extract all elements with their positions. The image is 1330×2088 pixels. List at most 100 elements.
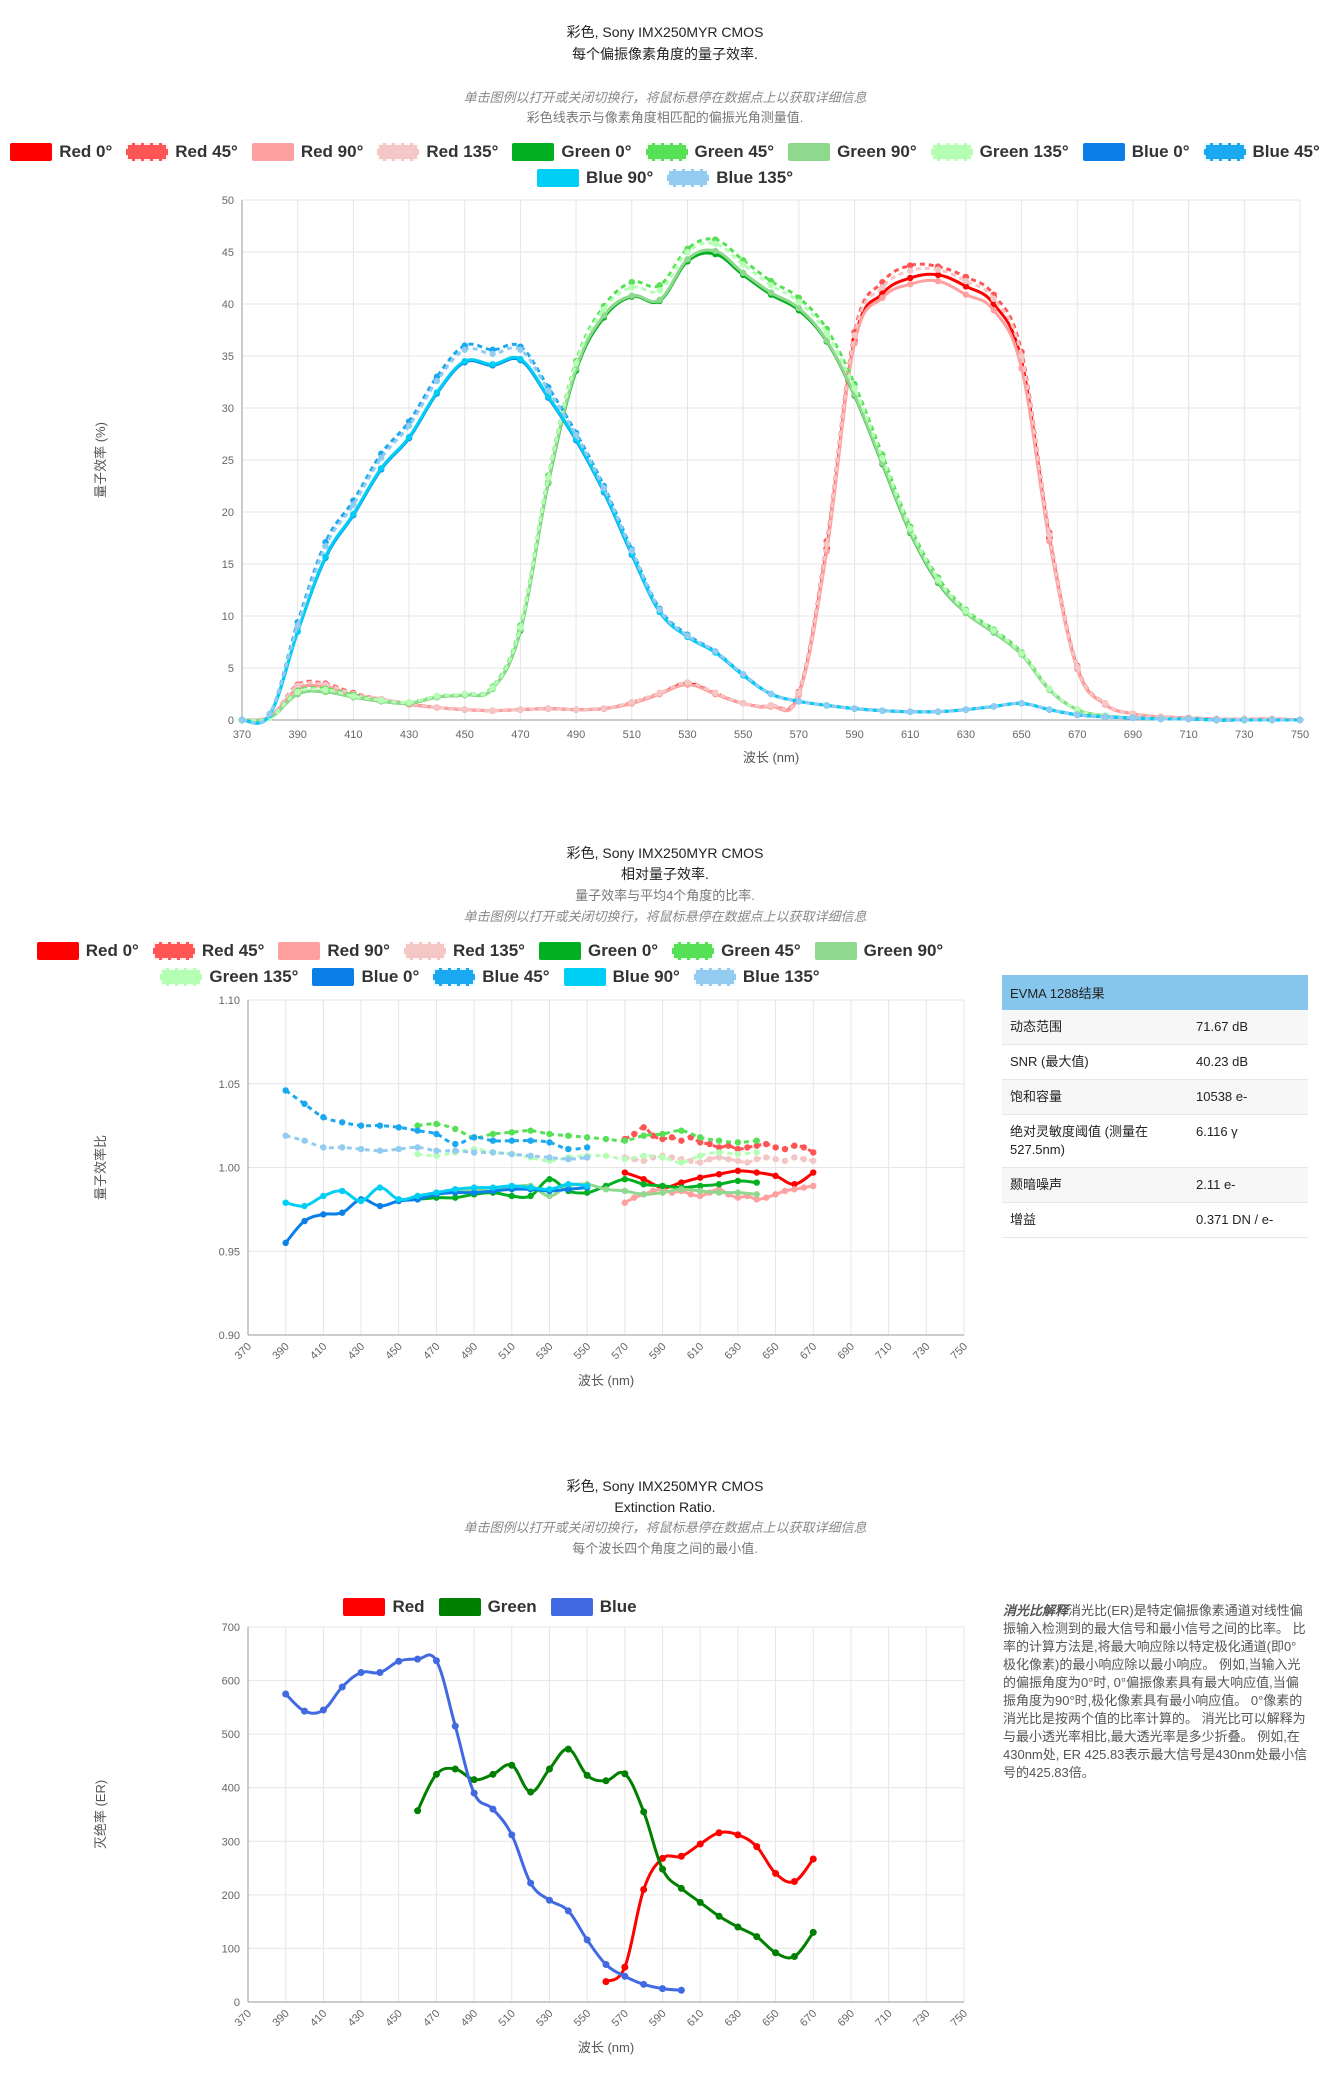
data-point bbox=[879, 454, 886, 462]
data-point bbox=[294, 682, 301, 689]
series-line-green bbox=[416, 1747, 815, 1960]
data-point bbox=[489, 1770, 497, 1778]
legend-item-red-0[interactable]: Red 0° bbox=[10, 142, 112, 162]
legend-item-red-45[interactable]: Red 45° bbox=[126, 142, 238, 162]
legend-item-green-135[interactable]: Green 135° bbox=[930, 142, 1069, 162]
data-point bbox=[1241, 716, 1248, 724]
data-point bbox=[546, 1130, 553, 1138]
data-point bbox=[684, 256, 691, 263]
legend-item-green-90[interactable]: Green 90° bbox=[814, 941, 943, 961]
series-line-green-0 bbox=[241, 251, 1300, 723]
data-point bbox=[319, 1706, 327, 1714]
data-point bbox=[301, 1707, 309, 1715]
legend-item-green-135[interactable]: Green 135° bbox=[160, 967, 298, 987]
data-point bbox=[772, 1949, 780, 1957]
data-point bbox=[433, 1147, 440, 1154]
series-line-green-135 bbox=[241, 241, 1300, 723]
legend-swatch bbox=[512, 143, 555, 161]
data-point bbox=[677, 1986, 685, 1994]
y-tick-label: 15 bbox=[222, 559, 234, 571]
data-point bbox=[696, 1898, 704, 1906]
legend-item-red-135[interactable]: Red 135° bbox=[377, 142, 498, 162]
legend-item-blue-90[interactable]: Blue 90° bbox=[563, 967, 680, 987]
y-tick-label: 45 bbox=[222, 247, 234, 259]
legend-item-blue-90[interactable]: Blue 90° bbox=[536, 168, 653, 188]
data-point bbox=[990, 295, 997, 302]
data-point bbox=[962, 607, 970, 614]
data-point bbox=[640, 1980, 648, 1988]
data-point bbox=[339, 1119, 346, 1126]
series-red bbox=[602, 1829, 817, 1986]
x-tick-label: 690 bbox=[1124, 729, 1142, 741]
x-tick-label: 430 bbox=[400, 729, 418, 741]
data-point bbox=[990, 703, 997, 710]
legend-item-red-45[interactable]: Red 45° bbox=[152, 941, 264, 961]
data-point bbox=[628, 284, 635, 291]
chart1-title: 彩色, Sony IMX250MYR CMOS bbox=[566, 24, 764, 40]
legend-label: Blue 45° bbox=[482, 967, 550, 986]
data-point bbox=[282, 1239, 289, 1247]
legend-item-red-135[interactable]: Red 135° bbox=[403, 941, 525, 961]
data-point bbox=[934, 708, 942, 715]
data-point bbox=[706, 1140, 713, 1148]
legend-swatch bbox=[251, 143, 294, 161]
data-point bbox=[395, 1124, 402, 1131]
data-point bbox=[602, 1186, 610, 1193]
data-point bbox=[489, 361, 496, 368]
legend-swatch bbox=[152, 942, 195, 960]
x-tick-label: 710 bbox=[873, 1341, 894, 1362]
legend-item-green-0[interactable]: Green 0° bbox=[538, 941, 658, 961]
legend-item-red-90[interactable]: Red 90° bbox=[278, 941, 390, 961]
x-tick-label: 670 bbox=[798, 2008, 819, 2029]
data-point bbox=[790, 1952, 798, 1960]
legend-item-blue-135[interactable]: Blue 135° bbox=[693, 967, 820, 987]
data-point bbox=[697, 1192, 704, 1200]
data-point bbox=[621, 1770, 629, 1778]
legend-item-blue-45[interactable]: Blue 45° bbox=[1203, 142, 1320, 162]
chart3-title: 彩色, Sony IMX250MYR CMOS bbox=[566, 1478, 764, 1494]
x-tick-label: 630 bbox=[723, 2008, 744, 2029]
data-point bbox=[1018, 352, 1025, 360]
data-point bbox=[706, 1155, 713, 1163]
data-point bbox=[810, 1157, 817, 1164]
legend-item-blue-0[interactable]: Blue 0° bbox=[1082, 142, 1190, 162]
chart1-plot: 370 390 410 430 450 470 490 510 530 550 570 590 610 6… bbox=[93, 195, 1309, 765]
data-point bbox=[433, 1130, 440, 1138]
data-point bbox=[772, 1869, 780, 1877]
data-point bbox=[621, 1199, 629, 1206]
legend-item-red-90[interactable]: Red 90° bbox=[251, 142, 363, 162]
legend-item-green-45[interactable]: Green 45° bbox=[645, 142, 774, 162]
legend-item-red[interactable]: Red bbox=[343, 1597, 425, 1617]
y-axis-label: 量子效率比 bbox=[93, 1135, 108, 1200]
legend-item-green-90[interactable]: Green 90° bbox=[788, 142, 917, 162]
legend-item-green-45[interactable]: Green 45° bbox=[672, 941, 801, 961]
data-point bbox=[962, 291, 970, 298]
data-point bbox=[907, 281, 914, 288]
data-point bbox=[684, 632, 691, 639]
data-point bbox=[668, 1134, 676, 1141]
data-point bbox=[545, 387, 552, 394]
data-point bbox=[962, 283, 970, 290]
legend-item-blue-135[interactable]: Blue 135° bbox=[667, 168, 793, 188]
legend-item-blue-45[interactable]: Blue 45° bbox=[433, 967, 550, 987]
data-point bbox=[357, 1145, 365, 1153]
data-point bbox=[810, 1149, 817, 1156]
legend-item-green-0[interactable]: Green 0° bbox=[512, 142, 632, 162]
data-point bbox=[489, 1137, 497, 1144]
x-tick-label: 690 bbox=[836, 2008, 857, 2029]
series-blue-90 bbox=[282, 1181, 591, 1210]
data-point bbox=[527, 1184, 534, 1191]
data-point bbox=[527, 1152, 534, 1159]
chart2-plot: 370 390 410 430 450 470 490 510 530 550 570 590 610 6… bbox=[93, 995, 970, 1388]
y-tick-label: 600 bbox=[222, 1676, 240, 1688]
evma-results-panel: EVMA 1288结果 动态范围 71.67 dB SNR (最大值) 40.23 d… bbox=[1002, 975, 1308, 1238]
legend-item-blue[interactable]: Blue bbox=[550, 1597, 637, 1617]
chart1-hint-toggle: 单击图例以打开或关闭切换行，将鼠标悬停在数据点上以获取详细信息 bbox=[463, 90, 867, 105]
legend-item-blue-0[interactable]: Blue 0° bbox=[312, 967, 419, 987]
legend-item-red-0[interactable]: Red 0° bbox=[36, 941, 139, 961]
legend-item-green[interactable]: Green bbox=[438, 1597, 537, 1617]
data-point bbox=[433, 1189, 440, 1196]
legend-label: Red 135° bbox=[452, 941, 525, 960]
y-tick-label: 5 bbox=[228, 663, 234, 675]
series-blue bbox=[282, 1653, 685, 1994]
